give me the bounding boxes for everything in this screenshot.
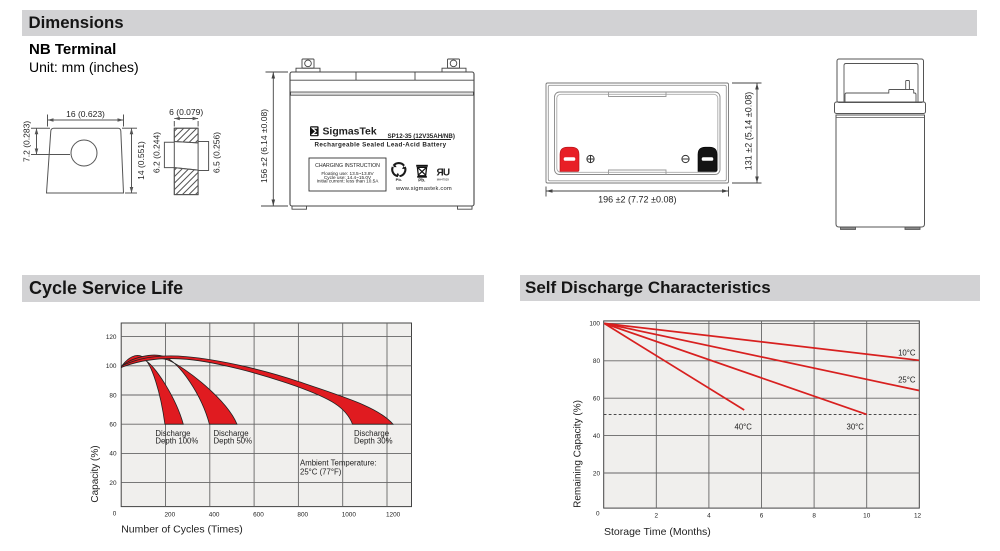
svg-text:40°C: 40°C [735,423,753,432]
svg-text:Remaining Capacity (%): Remaining Capacity (%) [573,400,584,508]
svg-text:156 ±2 (6.14 ±0.08): 156 ±2 (6.14 ±0.08) [259,109,269,183]
svg-text:Depth 100%: Depth 100% [155,437,198,446]
svg-text:Storage Time (Months): Storage Time (Months) [604,526,711,538]
svg-text:400: 400 [209,511,220,518]
svg-text:800: 800 [297,511,308,518]
svg-text:Pb.: Pb. [396,177,402,182]
svg-text:20: 20 [109,480,117,487]
svg-text:25°C (77°F): 25°C (77°F) [300,467,342,476]
svg-text:80: 80 [109,392,117,399]
svg-text:1000: 1000 [342,511,357,518]
svg-text:7.2 (0.283): 7.2 (0.283) [22,121,32,162]
svg-text:ЯU: ЯU [437,167,450,178]
svg-text:Discharge: Discharge [214,429,249,438]
svg-text:8: 8 [812,513,816,520]
svg-text:Pb.: Pb. [418,178,425,183]
svg-text:4: 4 [707,513,711,520]
svg-text:60: 60 [109,422,117,429]
svg-text:0: 0 [113,511,117,518]
svg-text:Number of Cycles (Times): Number of Cycles (Times) [121,524,243,536]
svg-text:14 (0.551): 14 (0.551) [136,141,146,180]
svg-text:6.2 (0.244): 6.2 (0.244) [152,132,162,173]
svg-text:Depth 30%: Depth 30% [354,437,393,446]
svg-text:6.5 (0.256): 6.5 (0.256) [212,132,222,173]
svg-text:200: 200 [165,511,176,518]
svg-text:Rechargeable Sealed Lead-Acid: Rechargeable Sealed Lead-Acid Battery [315,142,447,149]
svg-text:6: 6 [760,513,764,520]
svg-text:120: 120 [106,334,117,341]
svg-text:600: 600 [253,511,264,518]
svg-text:www.sigmastek.com: www.sigmastek.com [395,186,452,192]
svg-text:12: 12 [914,513,922,520]
svg-text:Cycle use: 14.4~15.0V: Cycle use: 14.4~15.0V [324,175,372,180]
svg-text:SP12-35 (12V35AH/NB): SP12-35 (12V35AH/NB) [388,133,455,140]
svg-text:CHARGING INSTRUCTION: CHARGING INSTRUCTION [315,163,380,169]
svg-text:2: 2 [655,513,659,520]
svg-text:Initial current: less than 10.: Initial current: less than 10.5A [317,179,380,184]
svg-text:20: 20 [593,470,601,477]
svg-text:10°C: 10°C [898,349,916,358]
svg-text:196 ±2 (7.72 ±0.08): 196 ±2 (7.72 ±0.08) [598,195,676,205]
svg-text:40: 40 [109,451,117,458]
svg-text:Ambient Temperature:: Ambient Temperature: [300,458,377,467]
svg-text:10: 10 [863,513,871,520]
svg-text:100: 100 [106,363,117,370]
svg-text:Floating use: 13.5~13.8V: Floating use: 13.5~13.8V [321,171,374,176]
svg-text:Capacity (%): Capacity (%) [90,445,101,502]
svg-text:SigmasTek: SigmasTek [323,126,377,137]
svg-text:25°C: 25°C [898,376,916,385]
svg-text:80: 80 [593,358,601,365]
svg-text:1200: 1200 [386,511,401,518]
svg-text:100: 100 [589,321,600,328]
svg-text:0: 0 [596,510,600,517]
svg-text:16 (0.623): 16 (0.623) [66,109,105,119]
svg-text:6 (0.079): 6 (0.079) [169,107,203,117]
svg-text:MH47929: MH47929 [437,177,450,181]
svg-text:Discharge: Discharge [354,429,389,438]
svg-text:Depth 50%: Depth 50% [214,437,253,446]
svg-text:Discharge: Discharge [155,429,190,438]
svg-text:30°C: 30°C [847,423,865,432]
svg-text:131 ±2 (5.14 ±0.08): 131 ±2 (5.14 ±0.08) [743,92,753,170]
svg-text:60: 60 [593,396,601,403]
svg-text:40: 40 [593,433,601,440]
